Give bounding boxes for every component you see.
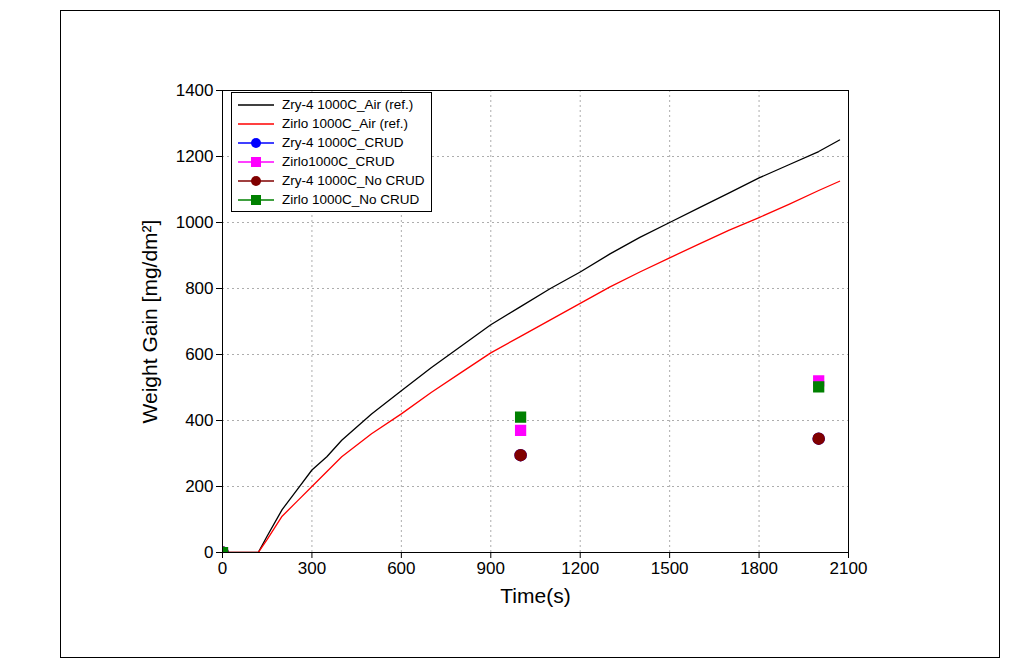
svg-text:1800: 1800: [740, 559, 778, 578]
html-text:Zirlo 1000C_Air (ref.): Zirlo 1000C_Air (ref.): [282, 116, 408, 131]
svg-text:1400: 1400: [176, 81, 214, 100]
svg-text:900: 900: [477, 559, 505, 578]
svg-text:400: 400: [185, 411, 213, 430]
svg-text:0: 0: [204, 543, 213, 562]
html-text:Zirlo 1000C_No CRUD: Zirlo 1000C_No CRUD: [282, 192, 420, 207]
svg-text:2100: 2100: [830, 559, 868, 578]
html-text:Zirlo1000C_CRUD: Zirlo1000C_CRUD: [282, 154, 395, 169]
svg-text:0: 0: [218, 559, 227, 578]
svg-text:1200: 1200: [561, 559, 599, 578]
html-text:Zry-4 1000C_CRUD: Zry-4 1000C_CRUD: [282, 135, 404, 150]
svg-text:1500: 1500: [651, 559, 689, 578]
svg-text:600: 600: [185, 345, 213, 364]
svg-text:1000: 1000: [176, 213, 214, 232]
svg-text:600: 600: [387, 559, 415, 578]
svg-text:800: 800: [185, 279, 213, 298]
html-text:Zry-4 1000C_Air (ref.): Zry-4 1000C_Air (ref.): [282, 97, 414, 112]
svg-text:Weight Gain [mg/dm²]: Weight Gain [mg/dm²]: [138, 220, 161, 424]
svg-text:200: 200: [185, 477, 213, 496]
html-text:Zry-4 1000C_No CRUD: Zry-4 1000C_No CRUD: [282, 173, 425, 188]
svg-text:300: 300: [298, 559, 326, 578]
svg-text:Time(s): Time(s): [500, 584, 570, 607]
svg-text:1200: 1200: [176, 147, 214, 166]
